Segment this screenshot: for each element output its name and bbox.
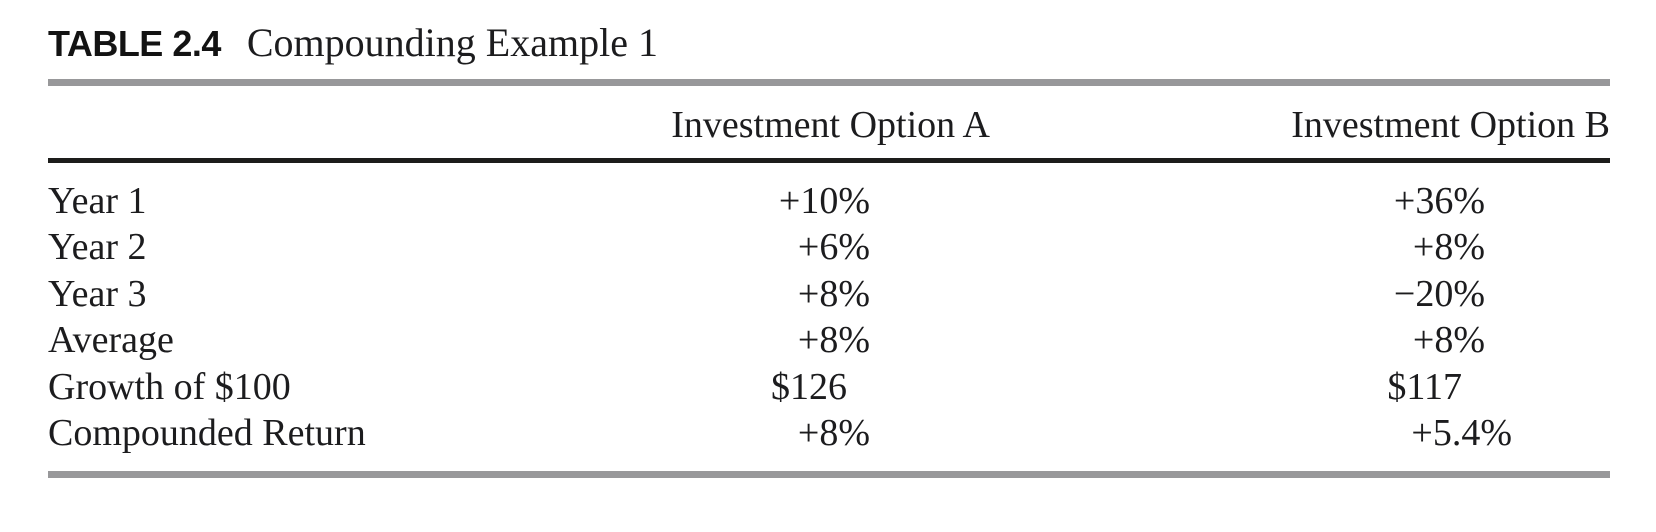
row-label: Compounded Return xyxy=(48,412,366,454)
row-label: Average xyxy=(48,319,174,361)
value-b: $117 xyxy=(1387,365,1462,408)
value-a: +10% xyxy=(778,179,870,222)
value-b: +5.4% xyxy=(1411,412,1512,454)
figure-label: TABLE 2.4 xyxy=(48,23,221,64)
value-b: −20% xyxy=(1393,272,1485,315)
value-a: +8% xyxy=(797,412,870,454)
compounding-table: Investment Option A Investment Option B … xyxy=(48,86,1610,471)
figure-title: Compounding Example 1 xyxy=(246,20,658,65)
table-row: Year 2 +6% +8% xyxy=(48,224,1610,271)
top-rule xyxy=(48,79,1610,86)
row-label: Year 3 xyxy=(48,272,147,315)
table-figure: TABLE 2.4 Compounding Example 1 Investme… xyxy=(48,0,1610,478)
col-header-option-b: Investment Option B xyxy=(990,86,1610,163)
value-a: +8% xyxy=(797,319,870,361)
value-b: +8% xyxy=(1412,226,1485,268)
row-label: Growth of $100 xyxy=(48,365,291,408)
row-label: Year 2 xyxy=(48,226,147,268)
table-row: Average +8% +8% xyxy=(48,317,1610,364)
header-row: Investment Option A Investment Option B xyxy=(48,86,1610,163)
table-row: Compounded Return +8% +5.4% xyxy=(48,410,1610,471)
table-row: Year 3 +8% −20% xyxy=(48,271,1610,318)
value-a: +6% xyxy=(797,226,870,268)
value-a: +8% xyxy=(797,272,870,315)
value-b: +8% xyxy=(1412,319,1485,361)
bottom-rule xyxy=(48,470,1610,478)
table-row: Growth of $100 $126 $117 xyxy=(48,364,1610,411)
figure-caption: TABLE 2.4 Compounding Example 1 xyxy=(48,0,1610,79)
row-label: Year 1 xyxy=(48,179,147,222)
col-header-option-a: Investment Option A xyxy=(498,86,990,163)
table-row: Year 1 +10% +36% xyxy=(48,160,1610,224)
value-b: +36% xyxy=(1393,179,1485,222)
value-a: $126 xyxy=(771,365,847,408)
header-empty xyxy=(48,86,498,163)
